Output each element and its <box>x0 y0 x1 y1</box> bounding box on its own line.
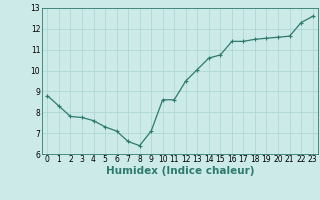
X-axis label: Humidex (Indice chaleur): Humidex (Indice chaleur) <box>106 166 254 176</box>
